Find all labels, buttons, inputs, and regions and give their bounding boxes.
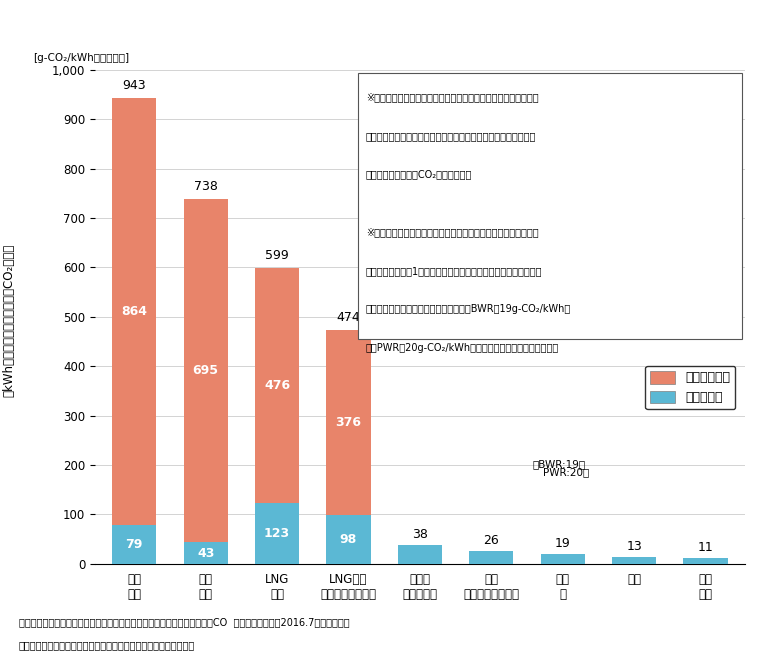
Bar <box>612 557 656 564</box>
Text: とPWR（20g-CO₂/kWh）の結果を設備容量に基づき平均: とPWR（20g-CO₂/kWh）の結果を設備容量に基づき平均 <box>366 343 559 353</box>
Text: ギーを対象としてCO₂排出量を算出: ギーを対象としてCO₂排出量を算出 <box>366 169 473 179</box>
Bar <box>358 73 742 339</box>
Text: 98: 98 <box>340 533 357 546</box>
Text: 各種電源別のCO₂排出量: 各種電源別のCO₂排出量 <box>282 15 478 40</box>
Text: 123: 123 <box>264 527 290 540</box>
Text: 出典：（一財）電力中央研究所「日本における発電技術のライフサイクルCO  排出量総合評価（2016.7）」より作成: 出典：（一財）電力中央研究所「日本における発電技術のライフサイクルCO 排出量総… <box>19 617 350 627</box>
Text: 11: 11 <box>698 541 714 554</box>
Text: （BWR:19）: （BWR:19） <box>533 459 586 469</box>
Text: PWR:20）: PWR:20） <box>543 467 590 477</box>
Text: 599: 599 <box>265 249 289 262</box>
Text: 476: 476 <box>264 379 290 392</box>
Text: ※発電燃料の燃焼に加え、原料の採掘から発電設備等の建設・燃: ※発電燃料の燃焼に加え、原料の採掘から発電設備等の建設・燃 <box>366 92 539 102</box>
Text: [g-CO₂/kWh（送電端）]: [g-CO₂/kWh（送電端）] <box>33 53 129 63</box>
Text: 474: 474 <box>337 311 360 323</box>
Text: サーマル利用（1回リサイクルを前提）・高レベル放射性廃棄物: サーマル利用（1回リサイクルを前提）・高レベル放射性廃棄物 <box>366 266 543 276</box>
Bar <box>255 268 299 503</box>
Bar <box>469 551 514 564</box>
Text: 38: 38 <box>412 528 428 541</box>
Text: 19: 19 <box>555 538 571 550</box>
Bar <box>184 199 228 542</box>
Text: 943: 943 <box>122 79 146 92</box>
Bar <box>540 554 585 564</box>
Text: 出典：（一財）日本原子力文化財団「原子力・エネルギー図面集」: 出典：（一財）日本原子力文化財団「原子力・エネルギー図面集」 <box>19 640 195 650</box>
Bar <box>184 542 228 564</box>
Text: 発電
種類: 発電 種類 <box>37 546 51 574</box>
Text: 26: 26 <box>483 534 499 547</box>
Bar <box>683 558 727 564</box>
Text: 料輸送・精製・運用・保守等のために消費される全てのエネル: 料輸送・精製・運用・保守等のために消費される全てのエネル <box>366 131 537 141</box>
Legend: 発電燃料燃焼, 設備・運用: 発電燃料燃焼, 設備・運用 <box>645 366 736 410</box>
Bar <box>326 329 371 515</box>
Text: 376: 376 <box>335 416 362 429</box>
Bar <box>112 98 157 525</box>
Text: 79: 79 <box>125 538 143 551</box>
Bar <box>326 515 371 564</box>
Bar <box>112 525 157 564</box>
Text: 695: 695 <box>193 364 219 378</box>
Bar <box>255 503 299 564</box>
Text: ※原子力については、現在計画中の使用済燃料国内再処理・プル: ※原子力については、現在計画中の使用済燃料国内再処理・プル <box>366 227 539 237</box>
Text: 43: 43 <box>197 546 214 560</box>
Text: １kWhあたりのライフサイクルCO₂排出量: １kWhあたりのライフサイクルCO₂排出量 <box>2 243 16 397</box>
Bar <box>397 545 442 564</box>
Text: 処分・発電所廃炉等を含めて算出したBWR（19g-CO₂/kWh）: 処分・発電所廃炉等を含めて算出したBWR（19g-CO₂/kWh） <box>366 304 572 314</box>
Text: 864: 864 <box>122 305 147 318</box>
Text: 738: 738 <box>194 181 217 193</box>
Text: 13: 13 <box>626 540 642 553</box>
